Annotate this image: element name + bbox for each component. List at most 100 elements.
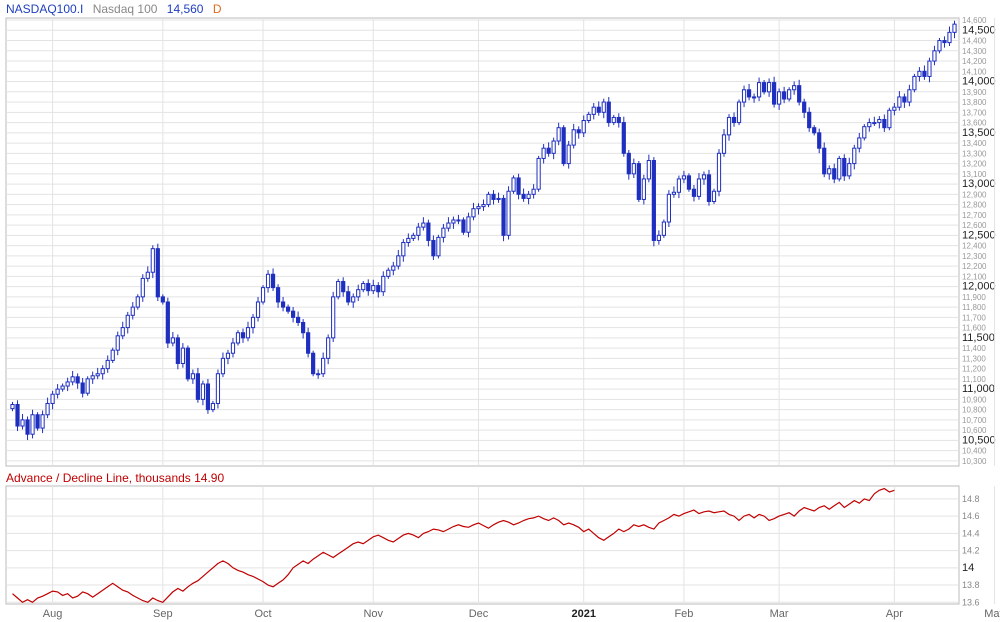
candle-body [245,327,251,339]
candle-body [70,376,75,383]
candle-body [316,373,321,376]
time-axis-label: Apr [886,608,903,620]
candle-body [481,204,486,208]
candle-body [761,82,767,93]
candle-body [255,301,261,318]
candle-body [907,89,912,103]
candle-body [215,373,221,404]
price-tick-label: 10,500 [962,434,996,446]
candle-body [120,327,125,337]
candle-body [180,347,185,364]
candle-body [401,242,406,257]
advance-decline-line [12,487,895,604]
candle-body [827,168,832,175]
price-tick-label: 10,400 [962,447,987,456]
candle-body [250,316,256,329]
candle-body [456,219,461,222]
candle-body [932,50,937,62]
price-tick-label: 14,400 [962,37,987,46]
candle-body [290,310,296,318]
main-panel-frame [5,17,960,467]
candle-body [521,193,526,199]
candle-body [777,91,782,105]
candle-body [306,332,311,354]
indicator-tick-label: 13.8 [962,580,980,590]
price-tick-label: 11,700 [962,313,986,322]
candle-body [416,226,421,236]
candle-body [240,332,246,339]
price-tick-label: 12,400 [962,242,987,251]
candle-body [887,109,892,129]
candle-body [451,219,456,224]
candle-body [296,316,301,323]
candle-body [862,126,867,139]
price-tick-label: 14,100 [962,67,987,76]
candle-body [902,96,907,103]
price-tick-label: 13,100 [962,170,987,179]
candle-body [641,178,646,200]
candle-body [566,144,571,165]
candle-body [671,191,677,195]
symbol-label[interactable]: NASDAQ100.I [6,2,84,16]
price-tick-label: 13,000 [962,178,996,190]
price-tick-label: 12,900 [962,190,987,199]
description-label: Nasdaq 100 [92,2,158,16]
candle-body [280,301,286,308]
candle-body [892,106,897,111]
candle-body [105,359,110,370]
candle-body [371,285,376,292]
candle-body [461,219,466,233]
candle-body [676,178,682,193]
candle-body [476,206,481,210]
candle-body [782,91,787,100]
candle-body [260,287,266,303]
candle-body [220,357,226,375]
price-tick-label: 11,800 [962,303,986,312]
time-axis-label: Aug [43,608,63,620]
price-tick-label: 10,300 [962,457,987,466]
price-tick-label: 12,100 [962,272,987,281]
candle-body [150,248,155,273]
candle-body [842,157,847,177]
candle-body [912,75,917,91]
candle-body [877,118,882,124]
candle-body [686,175,692,190]
candle-body [772,82,777,105]
price-tick-label: 11,000 [962,383,995,395]
candle-body [341,280,346,293]
indicator-tick-label: 14.4 [962,528,980,538]
time-axis-label: 2021 [571,608,595,620]
candle-body [711,190,717,203]
price-tick-label: 13,700 [962,108,987,117]
candle-body [170,337,175,344]
period-label[interactable]: D [212,2,222,16]
candle-body [561,127,566,165]
candle-body [616,116,621,124]
candle-body [301,321,306,334]
candle-body [165,301,170,344]
candle-body [536,157,541,190]
candle-body [511,177,516,192]
price-tick-label: 14,300 [962,47,987,56]
candle-body [526,193,531,199]
candle-body [356,289,361,298]
candle-body [736,101,742,124]
price-tick-label: 11,200 [962,365,986,374]
candle-body [556,127,561,142]
time-axis-label: Sep [153,608,173,620]
candle-body [626,152,631,175]
candle-body [85,378,90,394]
indicator-tick-label: 13.6 [962,597,980,607]
candle-body [366,283,371,292]
indicator-tick-label: 14.8 [962,494,980,504]
last-price-label: 14,560 [166,2,204,16]
candle-body [852,147,857,165]
candle-body [285,306,291,312]
candle-body [436,236,441,257]
candle-body [55,388,60,395]
candle-body [270,273,276,289]
candle-body [491,193,496,200]
candle-body [321,357,326,375]
candle-body [792,85,797,91]
candle-body [265,273,271,289]
